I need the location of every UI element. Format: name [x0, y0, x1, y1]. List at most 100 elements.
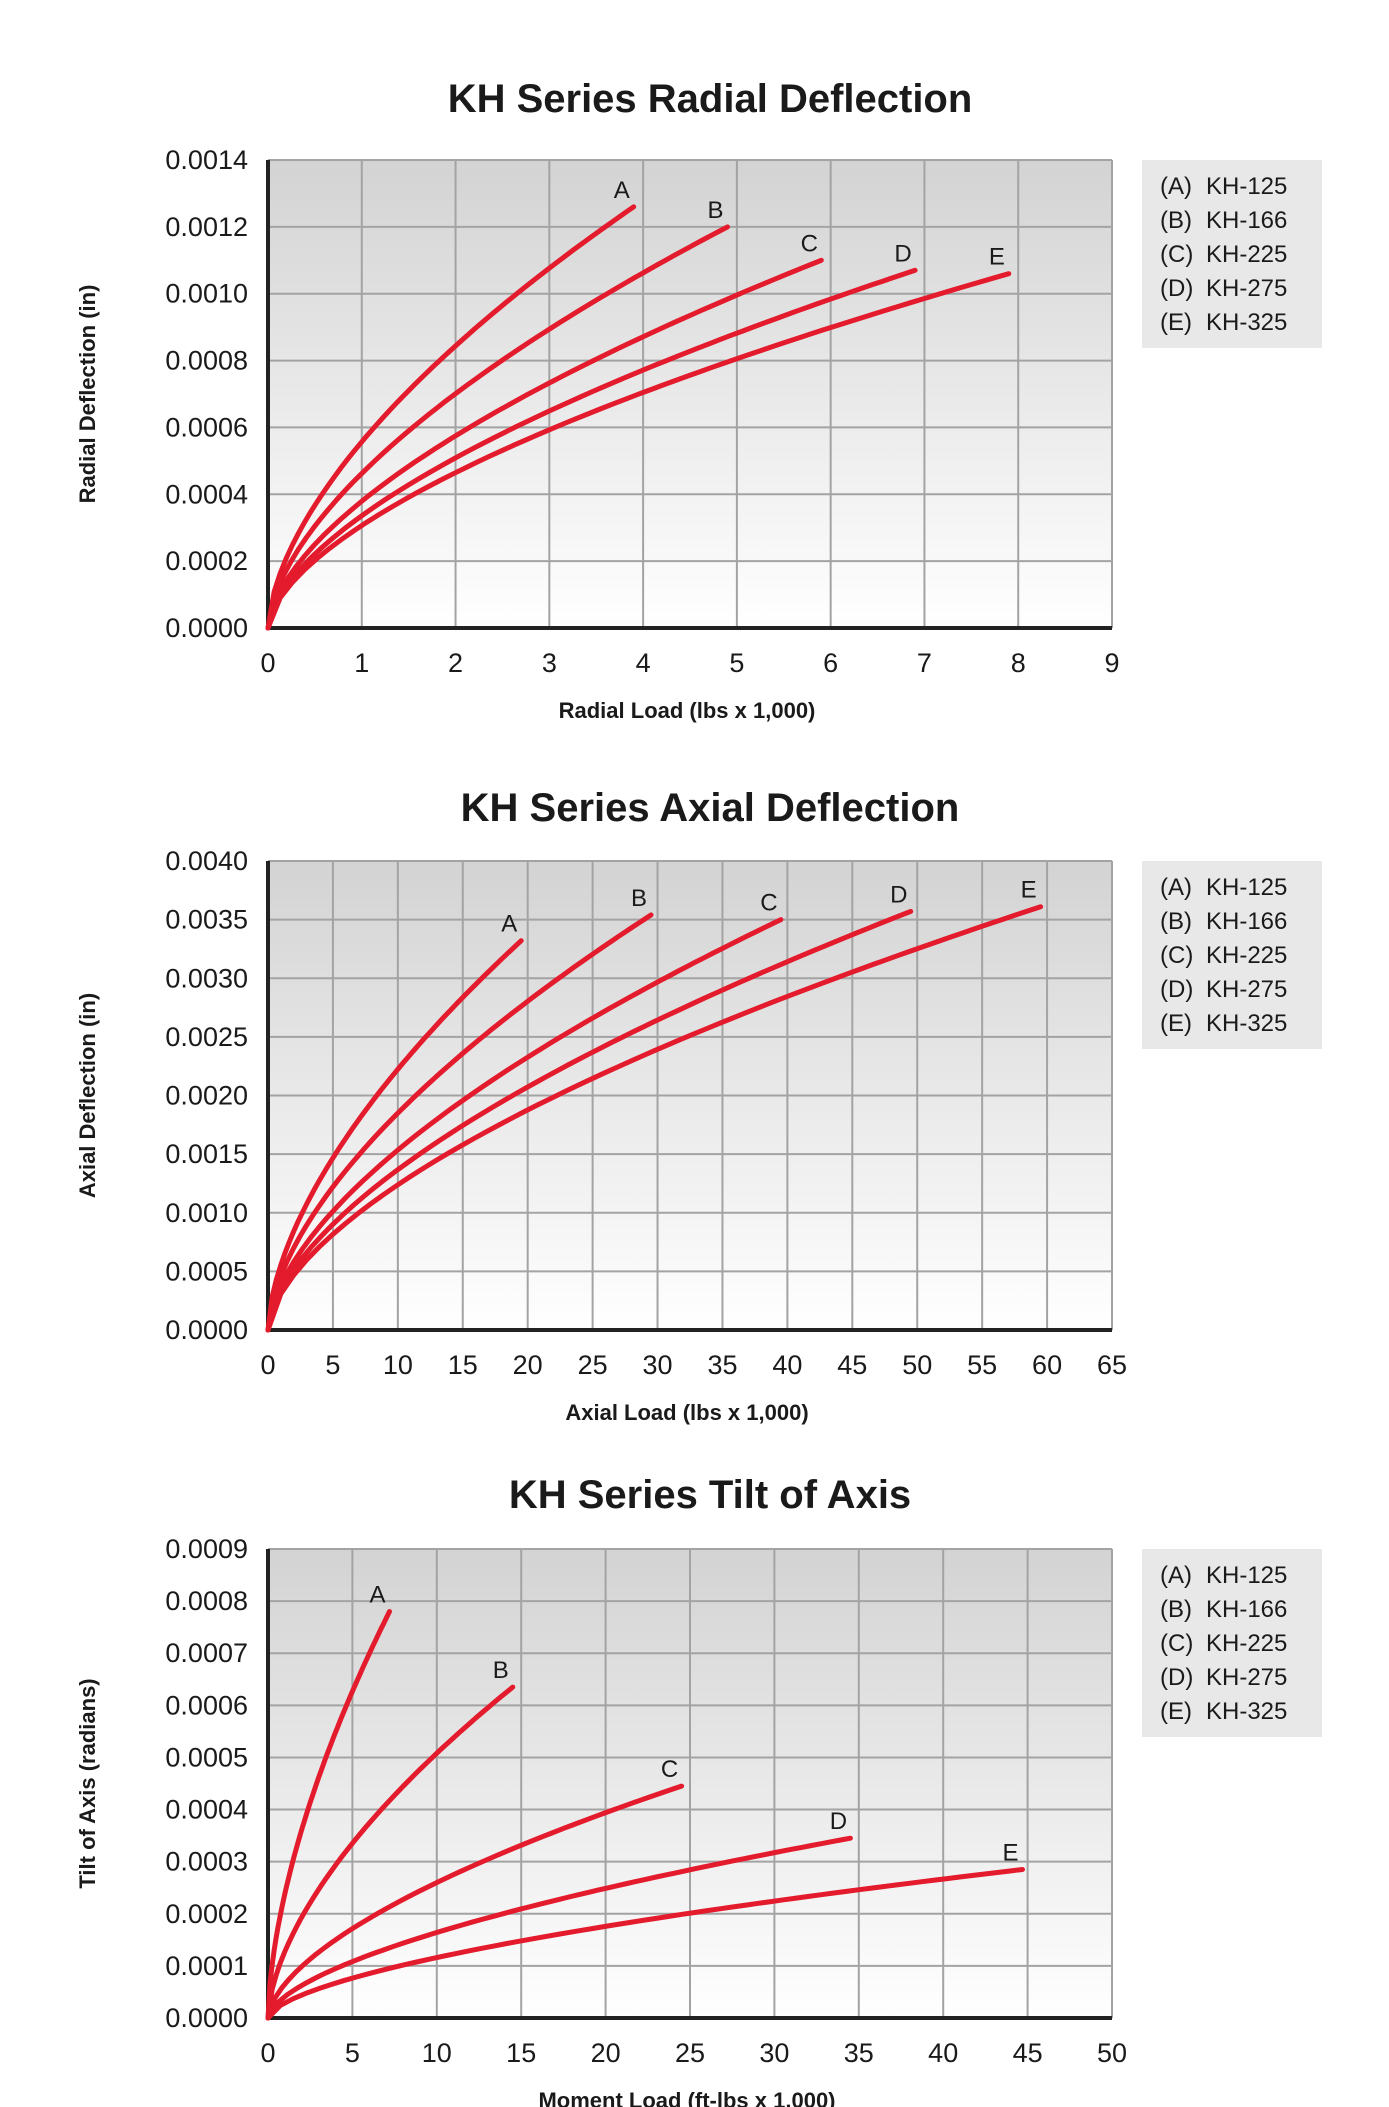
- legend-entry: (A) KH-125: [1160, 1562, 1287, 1589]
- y-tick-label: 0.0005: [165, 1742, 248, 1772]
- x-tick-label: 10: [422, 2038, 452, 2068]
- x-tick-label: 0: [260, 1350, 275, 1380]
- x-tick-label: 65: [1097, 1350, 1127, 1380]
- series-line-d: [265, 908, 914, 1333]
- series-line-e: [265, 271, 1012, 631]
- series-label-d: D: [890, 881, 907, 908]
- legend-entry: (E) KH-325: [1160, 309, 1287, 336]
- x-tick-label: 5: [345, 2038, 360, 2068]
- x-tick-label: 1: [354, 648, 369, 678]
- legend-entry: (E) KH-325: [1160, 1698, 1287, 1725]
- y-tick-label: 0.0000: [165, 1315, 248, 1345]
- x-tick-label: 15: [448, 1350, 478, 1380]
- series-label-a: A: [501, 911, 517, 938]
- x-tick-label: 9: [1104, 648, 1119, 678]
- x-tick-label: 5: [325, 1350, 340, 1380]
- y-axis-label: Tilt of Axis (radians): [75, 1678, 100, 1888]
- series-line-c: [265, 917, 784, 1333]
- y-tick-label: 0.0008: [165, 346, 248, 376]
- y-tick-label: 0.0004: [165, 479, 248, 509]
- x-axis-label: Moment Load (ft-lbs x 1,000): [538, 2088, 835, 2107]
- x-tick-label: 35: [844, 2038, 874, 2068]
- x-tick-label: 35: [707, 1350, 737, 1380]
- y-tick-label: 0.0004: [165, 1795, 248, 1825]
- series-label-e: E: [1003, 1839, 1019, 1866]
- legend: (A) KH-125 (B) KH-166 (C) KH-225 (D) KH-275 (E) K…: [1142, 1549, 1322, 1737]
- chart-2: KH Series Axial Deflection 0 5 10 15 20 25 30 35…: [75, 786, 1322, 1425]
- x-tick-label: 0: [260, 648, 275, 678]
- y-tick-label: 0.0012: [165, 212, 248, 242]
- series-label-c: C: [801, 230, 818, 257]
- x-axis-label: Axial Load (lbs x 1,000): [565, 1400, 808, 1425]
- y-tick-label: 0.0009: [165, 1534, 248, 1564]
- chart-1: KH Series Radial Deflection 0 1 2 3 4 5 6 7 8 9 0.0…: [75, 77, 1322, 723]
- x-tick-label: 10: [383, 1350, 413, 1380]
- legend-box: [1142, 861, 1322, 1049]
- legend-entry: (B) KH-166: [1160, 908, 1287, 935]
- y-tick-label: 0.0000: [165, 2003, 248, 2033]
- plot-area: [268, 160, 1112, 628]
- y-tick-label: 0.0008: [165, 1586, 248, 1616]
- legend: (A) KH-125 (B) KH-166 (C) KH-225 (D) KH-275 (E) K…: [1142, 861, 1322, 1049]
- legend-entry: (D) KH-275: [1160, 976, 1287, 1003]
- series-line-e: [265, 904, 1044, 1333]
- y-tick-label: 0.0006: [165, 412, 248, 442]
- series-line-a: [265, 1609, 392, 2021]
- legend: (A) KH-125 (B) KH-166 (C) KH-225 (D) KH-275 (E) K…: [1142, 160, 1322, 348]
- y-tick-label: 0.0040: [165, 846, 248, 876]
- x-tick-label: 60: [1032, 1350, 1062, 1380]
- legend-entry: (C) KH-225: [1160, 241, 1287, 268]
- x-axis-label: Radial Load (lbs x 1,000): [559, 698, 816, 723]
- x-tick-label: 25: [578, 1350, 608, 1380]
- series-label-d: D: [894, 240, 911, 267]
- legend-entry: (B) KH-166: [1160, 207, 1287, 234]
- series-line-e: [265, 1867, 1025, 2021]
- series-label-a: A: [614, 177, 630, 204]
- x-tick-label: 2: [448, 648, 463, 678]
- legend-entry: (C) KH-225: [1160, 1630, 1287, 1657]
- y-tick-label: 0.0007: [165, 1638, 248, 1668]
- y-axis-label: Axial Deflection (in): [75, 993, 100, 1198]
- y-tick-label: 0.0001: [165, 1951, 248, 1981]
- series-label-c: C: [661, 1756, 678, 1783]
- y-tick-label: 0.0002: [165, 546, 248, 576]
- y-tick-label: 0.0015: [165, 1139, 248, 1169]
- y-tick-label: 0.0035: [165, 905, 248, 935]
- x-tick-label: 25: [675, 2038, 705, 2068]
- x-tick-label: 40: [772, 1350, 802, 1380]
- x-tick-label: 7: [917, 648, 932, 678]
- y-tick-label: 0.0006: [165, 1690, 248, 1720]
- x-tick-label: 20: [591, 2038, 621, 2068]
- y-axis-label: Radial Deflection (in): [75, 285, 100, 504]
- series-line-a: [265, 204, 637, 631]
- series-label-b: B: [631, 885, 647, 912]
- y-tick-label: 0.0020: [165, 1081, 248, 1111]
- y-tick-label: 0.0025: [165, 1022, 248, 1052]
- x-tick-label: 45: [1013, 2038, 1043, 2068]
- x-tick-label: 4: [636, 648, 651, 678]
- y-tick-label: 0.0003: [165, 1847, 248, 1877]
- series-label-c: C: [760, 890, 777, 917]
- y-tick-label: 0.0010: [165, 279, 248, 309]
- x-tick-label: 50: [902, 1350, 932, 1380]
- y-tick-label: 0.0000: [165, 613, 248, 643]
- series-line-b: [265, 912, 654, 1333]
- y-tick-label: 0.0005: [165, 1256, 248, 1286]
- x-tick-label: 15: [506, 2038, 536, 2068]
- series-label-e: E: [989, 244, 1005, 271]
- series-label-b: B: [708, 197, 724, 224]
- legend-box: [1142, 1549, 1322, 1737]
- legend-entry: (A) KH-125: [1160, 173, 1287, 200]
- series-label-a: A: [370, 1582, 386, 1609]
- series-line-c: [265, 257, 824, 631]
- chart-title: KH Series Axial Deflection: [461, 786, 960, 830]
- y-tick-label: 0.0002: [165, 1899, 248, 1929]
- legend-entry: (C) KH-225: [1160, 942, 1287, 969]
- chart-3: KH Series Tilt of Axis 0 5 10 15 20 25 30 35 40 45…: [75, 1473, 1322, 2107]
- x-tick-label: 50: [1097, 2038, 1127, 2068]
- legend-box: [1142, 160, 1322, 348]
- series-label-b: B: [493, 1657, 509, 1684]
- legend-entry: (A) KH-125: [1160, 874, 1287, 901]
- y-tick-label: 0.0030: [165, 963, 248, 993]
- x-tick-label: 30: [643, 1350, 673, 1380]
